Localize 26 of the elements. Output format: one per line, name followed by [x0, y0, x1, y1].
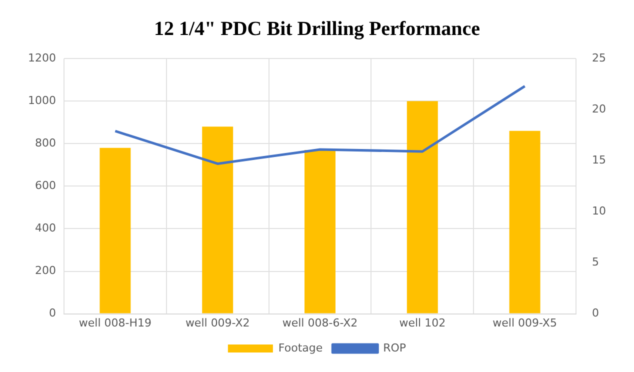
- bar: [202, 126, 234, 314]
- y-tick-label: 800: [34, 136, 56, 150]
- x-tick-label: well 102: [399, 316, 446, 330]
- chart-title: 12 1/4" PDC Bit Drilling Performance: [152, 18, 482, 42]
- x-tick-label: well 008-H19: [78, 316, 152, 330]
- y-tick-label: 0: [48, 306, 56, 320]
- y2-tick-label: 25: [592, 51, 606, 64]
- x-tick-label: well 009-X5: [492, 316, 557, 330]
- y2-tick-label: 5: [592, 256, 600, 269]
- y-tick-label: 1200: [28, 51, 56, 64]
- y-tick-label: 1000: [28, 94, 56, 107]
- bar: [100, 148, 131, 314]
- y-tick-label: 200: [34, 264, 56, 278]
- legend-label: ROP: [383, 341, 406, 354]
- y2-tick-label: 10: [592, 204, 606, 218]
- y2-tick-label: 0: [592, 306, 600, 320]
- y-tick-label: 600: [34, 179, 56, 192]
- y2-tick-label: 15: [592, 154, 606, 167]
- x-tick-label: well 009-X2: [185, 316, 250, 330]
- y2-tick-label: 20: [592, 102, 606, 116]
- bar: [304, 150, 336, 314]
- y-tick-label: 400: [34, 222, 56, 235]
- x-tick-label: well 008-6-X2: [282, 316, 358, 330]
- bar: [406, 101, 438, 314]
- legend-label: Footage: [278, 341, 323, 354]
- bar: [509, 130, 540, 314]
